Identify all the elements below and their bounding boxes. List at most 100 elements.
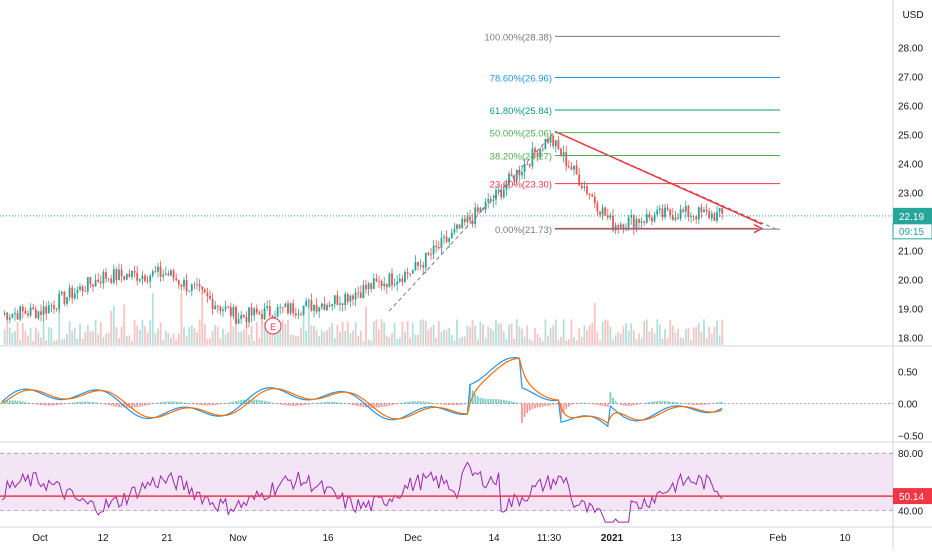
macd-histogram-bar [131, 403, 133, 407]
macd-histogram-bar [396, 403, 398, 404]
macd-histogram-bar [235, 401, 237, 404]
candle-body [469, 217, 471, 221]
candle-body [56, 309, 58, 310]
volume-bar [35, 327, 37, 345]
price-axis[interactable]: 28.0027.0026.0025.0024.0023.0022.0021.00… [898, 43, 924, 517]
macd-histogram-bar [113, 403, 115, 406]
macd-histogram-bar [428, 402, 430, 404]
candle-body [464, 219, 466, 222]
volume-bar [383, 322, 385, 345]
volume-bar [77, 339, 79, 345]
volume-bar [386, 336, 388, 345]
volume-bar [537, 334, 539, 345]
time-tick-label: 2021 [601, 533, 624, 544]
candle-body [656, 210, 658, 215]
candle-body [129, 274, 131, 277]
candle-body [451, 233, 453, 239]
macd-histogram-bar [259, 400, 261, 404]
macd-histogram-bar [269, 402, 271, 404]
currency-label[interactable]: USD [902, 10, 923, 21]
candle-body [92, 284, 94, 286]
volume-bar [623, 326, 625, 345]
candle-body [716, 212, 718, 221]
candle-body [568, 166, 570, 167]
candle-body [168, 274, 170, 276]
volume-bar [318, 336, 320, 345]
volume-bar [225, 335, 227, 345]
candle-body [181, 285, 183, 287]
macd-histogram-bar [331, 402, 333, 404]
volume-bar [409, 338, 411, 345]
macd-histogram-bar [139, 403, 141, 406]
candle-body [558, 140, 560, 149]
volume-bar [170, 338, 172, 345]
macd-histogram-bar [316, 403, 318, 404]
candle-body [17, 313, 19, 320]
candle-body [402, 279, 404, 282]
macd-histogram-bar [207, 403, 209, 405]
volume-bar [480, 322, 482, 345]
volume-bar [66, 334, 68, 345]
candle-body [456, 225, 458, 229]
macd-histogram-bar [477, 396, 479, 403]
candle-body [279, 307, 281, 308]
volume-bar [74, 327, 76, 345]
macd-histogram-bar [677, 403, 679, 404]
volume-bar [100, 322, 102, 345]
volume-bar [474, 326, 476, 345]
volume-bar [129, 335, 131, 345]
macd-histogram-bar [165, 402, 167, 404]
candle-body [264, 308, 266, 319]
volume-bar [27, 336, 29, 345]
volume-bar [526, 326, 528, 345]
candle-body [204, 289, 206, 292]
macd-histogram-bar [711, 403, 713, 404]
macd-histogram-bar [22, 402, 24, 404]
macd-histogram-bar [142, 403, 144, 406]
volume-bar [121, 327, 123, 345]
volume-bar [64, 339, 66, 345]
candle-body [326, 305, 328, 310]
candle-body [482, 208, 484, 210]
candle-body [74, 293, 76, 298]
macd-histogram-bar [240, 400, 242, 404]
candle-body [526, 164, 528, 165]
candle-body [461, 219, 463, 228]
volume-bar [196, 332, 198, 345]
macd-histogram-bar [495, 399, 497, 404]
volume-bar [290, 335, 292, 345]
volume-bar [698, 322, 700, 345]
volume-bar [324, 332, 326, 345]
candle-body [495, 190, 497, 200]
macd-histogram-bar [300, 403, 302, 405]
volume-bar [422, 319, 424, 345]
macd-histogram-bar [662, 401, 664, 404]
macd-histogram-bar [693, 403, 695, 405]
volume-bar [477, 339, 479, 345]
volume-bar [693, 328, 695, 345]
macd-panel [0, 358, 893, 427]
candle-body [643, 221, 645, 222]
price-tick-label: 23.00 [898, 188, 923, 199]
candle-body [110, 279, 112, 283]
macd-histogram-bar [308, 403, 310, 404]
macd-histogram-bar [51, 403, 53, 405]
candle-body [199, 284, 201, 286]
volume-bar [464, 337, 466, 345]
macd-histogram-bar [480, 398, 482, 404]
volume-bar [415, 334, 417, 345]
macd-histogram-bar [350, 403, 352, 404]
volume-bar [412, 323, 414, 345]
candle-body [69, 288, 71, 298]
macd-histogram-bar [355, 403, 357, 405]
candle-body [396, 282, 398, 285]
macd-histogram-bar [134, 403, 136, 407]
volume-bar [451, 335, 453, 345]
macd-histogram-bar [615, 401, 617, 404]
macd-histogram-bar [87, 402, 89, 404]
volume-bar [391, 333, 393, 345]
candle-body [389, 273, 391, 287]
